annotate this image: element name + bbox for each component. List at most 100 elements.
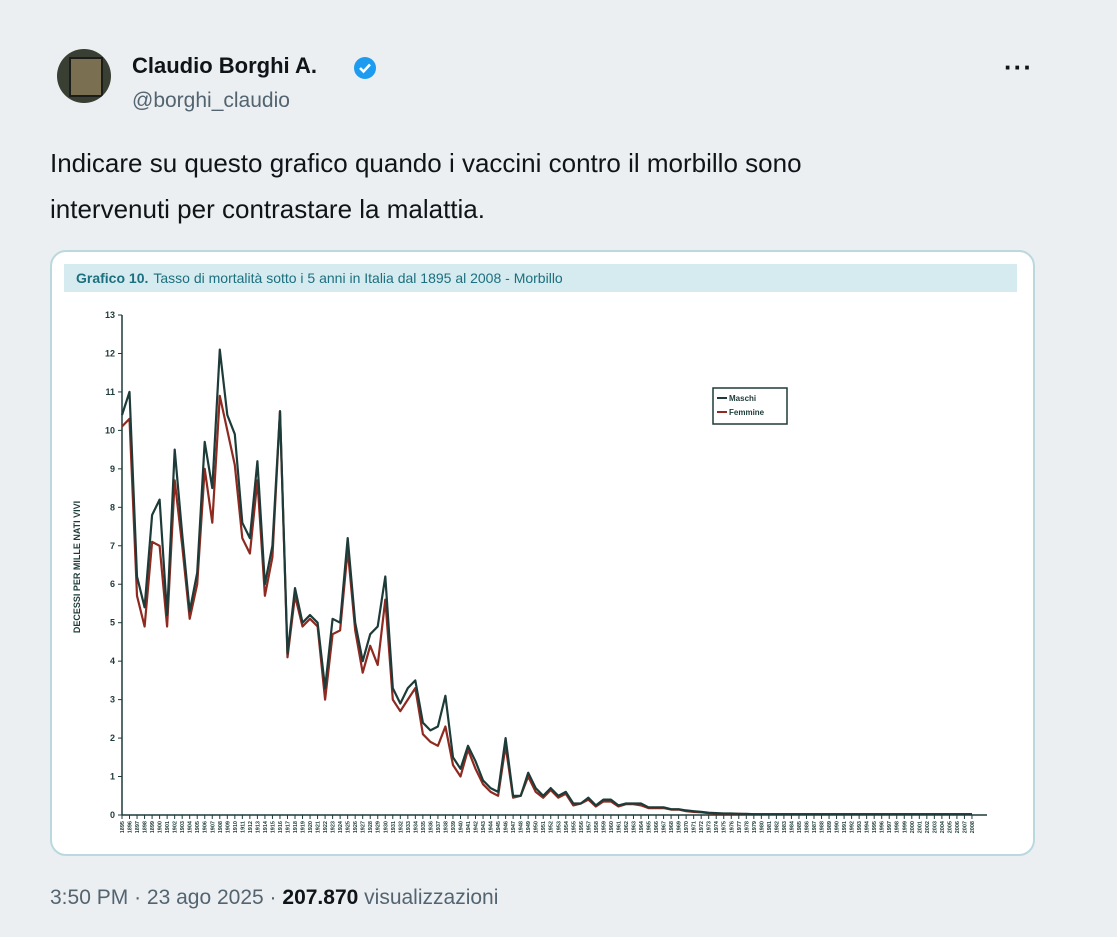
x-tick-label: 1946 [504, 821, 510, 833]
x-tick-label: 1912 [248, 821, 254, 833]
time: 3:50 PM [50, 886, 129, 909]
x-tick-label: 1901 [165, 821, 171, 833]
avatar-picture [69, 57, 103, 97]
x-tick-label: 1994 [865, 820, 871, 833]
x-tick-label: 1916 [278, 821, 284, 833]
x-tick-label: 1908 [218, 821, 224, 833]
chart-title-text: Tasso di mortalità sotto i 5 anni in Ita… [153, 270, 563, 286]
x-tick-label: 1919 [301, 821, 307, 833]
x-tick-label: 1921 [316, 821, 322, 833]
views-label: visualizzazioni [364, 886, 499, 909]
x-tick-label: 1922 [323, 821, 329, 833]
x-tick-label: 1939 [451, 821, 457, 833]
chart-header [64, 264, 1017, 292]
x-tick-label: 2000 [910, 821, 916, 833]
x-tick-label: 1923 [331, 821, 337, 833]
y-tick-label: 8 [110, 502, 115, 512]
author-handle[interactable]: @borghi_claudio [132, 89, 290, 112]
x-tick-label: 2005 [947, 821, 953, 833]
x-tick-label: 1917 [285, 821, 291, 833]
chart: Grafico 10. Tasso di mortalità sotto i 5 … [64, 264, 1017, 833]
x-tick-label: 1918 [293, 821, 299, 833]
x-tick-label: 1900 [158, 821, 164, 833]
x-tick-label: 1925 [346, 821, 352, 833]
date: 23 ago 2025 [146, 886, 264, 909]
x-tick-label: 1993 [857, 821, 863, 833]
x-tick-label: 2003 [932, 821, 938, 833]
y-tick-label: 9 [110, 464, 115, 474]
media-card[interactable]: Grafico 10. Tasso di mortalità sotto i 5 … [50, 250, 1035, 856]
x-tick-label: 1940 [458, 821, 464, 833]
x-tick-label: 1935 [421, 821, 427, 833]
x-tick-label: 1944 [489, 820, 495, 833]
x-tick-label: 1903 [180, 821, 186, 833]
x-tick-label: 1970 [684, 821, 690, 833]
x-tick-label: 1915 [270, 821, 276, 833]
x-tick-label: 1987 [812, 821, 818, 833]
x-tick-label: 1948 [519, 821, 525, 833]
more-menu[interactable]: ··· [1004, 52, 1033, 82]
x-tick-label: 1932 [398, 821, 404, 833]
x-tick-label: 1933 [406, 821, 412, 833]
x-tick-label: 1971 [692, 821, 698, 833]
x-tick-label: 1909 [225, 821, 231, 833]
x-tick-label: 1906 [203, 821, 209, 833]
y-tick-label: 13 [105, 310, 115, 320]
x-tick-label: 1985 [797, 821, 803, 833]
x-tick-label: 1995 [872, 821, 878, 833]
chart-title: Grafico 10. Tasso di mortalità sotto i 5 … [76, 270, 563, 286]
x-tick-label: 1952 [549, 821, 555, 833]
series-line [121, 394, 972, 816]
x-tick-label: 1965 [647, 821, 653, 833]
x-tick-label: 1967 [662, 821, 668, 833]
x-tick-label: 1979 [752, 821, 758, 833]
avatar[interactable] [57, 49, 111, 103]
x-tick-label: 1945 [496, 821, 502, 833]
x-tick-label: 1896 [128, 821, 134, 833]
x-tick-label: 1999 [902, 821, 908, 833]
x-tick-label: 1902 [173, 821, 179, 833]
x-tick-label: 1958 [594, 821, 600, 833]
x-tick-label: 1907 [210, 821, 216, 833]
x-tick-label: 1956 [579, 821, 585, 833]
x-tick-label: 1910 [233, 821, 239, 833]
x-tick-label: 1926 [353, 821, 359, 833]
x-tick-label: 1934 [413, 820, 419, 833]
x-tick-label: 1927 [361, 821, 367, 833]
y-tick-label: 7 [110, 541, 115, 551]
y-tick-label: 5 [110, 618, 115, 628]
y-tick-label: 2 [110, 733, 115, 743]
x-tick-label: 1996 [880, 821, 886, 833]
x-tick-label: 1986 [804, 821, 810, 833]
chart-title-prefix: Grafico 10. [76, 270, 148, 286]
x-tick-label: 1929 [376, 821, 382, 833]
x-tick-label: 1972 [699, 821, 705, 833]
x-tick-label: 1977 [737, 821, 743, 833]
x-tick-label: 1991 [842, 821, 848, 833]
x-tick-label: 1931 [391, 821, 397, 833]
x-tick-label: 1949 [526, 821, 532, 833]
x-tick-label: 1930 [383, 821, 389, 833]
x-tick-label: 2008 [970, 821, 976, 833]
x-tick-label: 1962 [624, 821, 630, 833]
tweet-text: Indicare su questo grafico quando i vacc… [50, 148, 802, 178]
x-tick-label: 1982 [774, 821, 780, 833]
x-tick-label: 1936 [428, 821, 434, 833]
x-tick-label: 1964 [639, 820, 645, 833]
x-tick-label: 1961 [616, 821, 622, 833]
x-tick-label: 1983 [782, 821, 788, 833]
x-tick-label: 1992 [850, 821, 856, 833]
x-tick-label: 1959 [601, 821, 607, 833]
y-tick-label: 3 [110, 695, 115, 705]
x-tick-label: 1953 [556, 821, 562, 833]
x-tick-label: 1990 [835, 821, 841, 833]
x-tick-label: 2002 [925, 821, 931, 833]
x-tick-label: 1957 [586, 821, 592, 833]
x-tick-label: 1989 [827, 821, 833, 833]
separator: · [134, 886, 142, 909]
x-tick-label: 1895 [120, 821, 126, 833]
x-tick-label: 1960 [609, 821, 615, 833]
x-tick-label: 1947 [511, 821, 517, 833]
author-name[interactable]: Claudio Borghi A. [132, 53, 317, 78]
